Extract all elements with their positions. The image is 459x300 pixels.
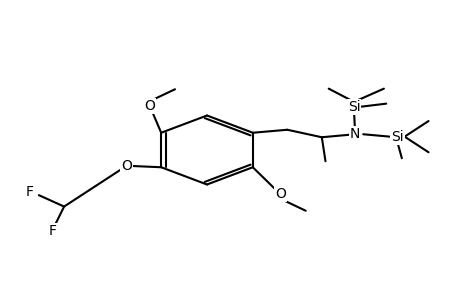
Text: Si: Si bbox=[347, 100, 359, 114]
Text: O: O bbox=[274, 187, 285, 201]
Text: O: O bbox=[121, 159, 132, 173]
Text: N: N bbox=[349, 127, 359, 141]
Text: F: F bbox=[49, 224, 56, 238]
Text: F: F bbox=[26, 184, 34, 199]
Text: O: O bbox=[144, 99, 155, 113]
Text: Si: Si bbox=[390, 130, 403, 144]
